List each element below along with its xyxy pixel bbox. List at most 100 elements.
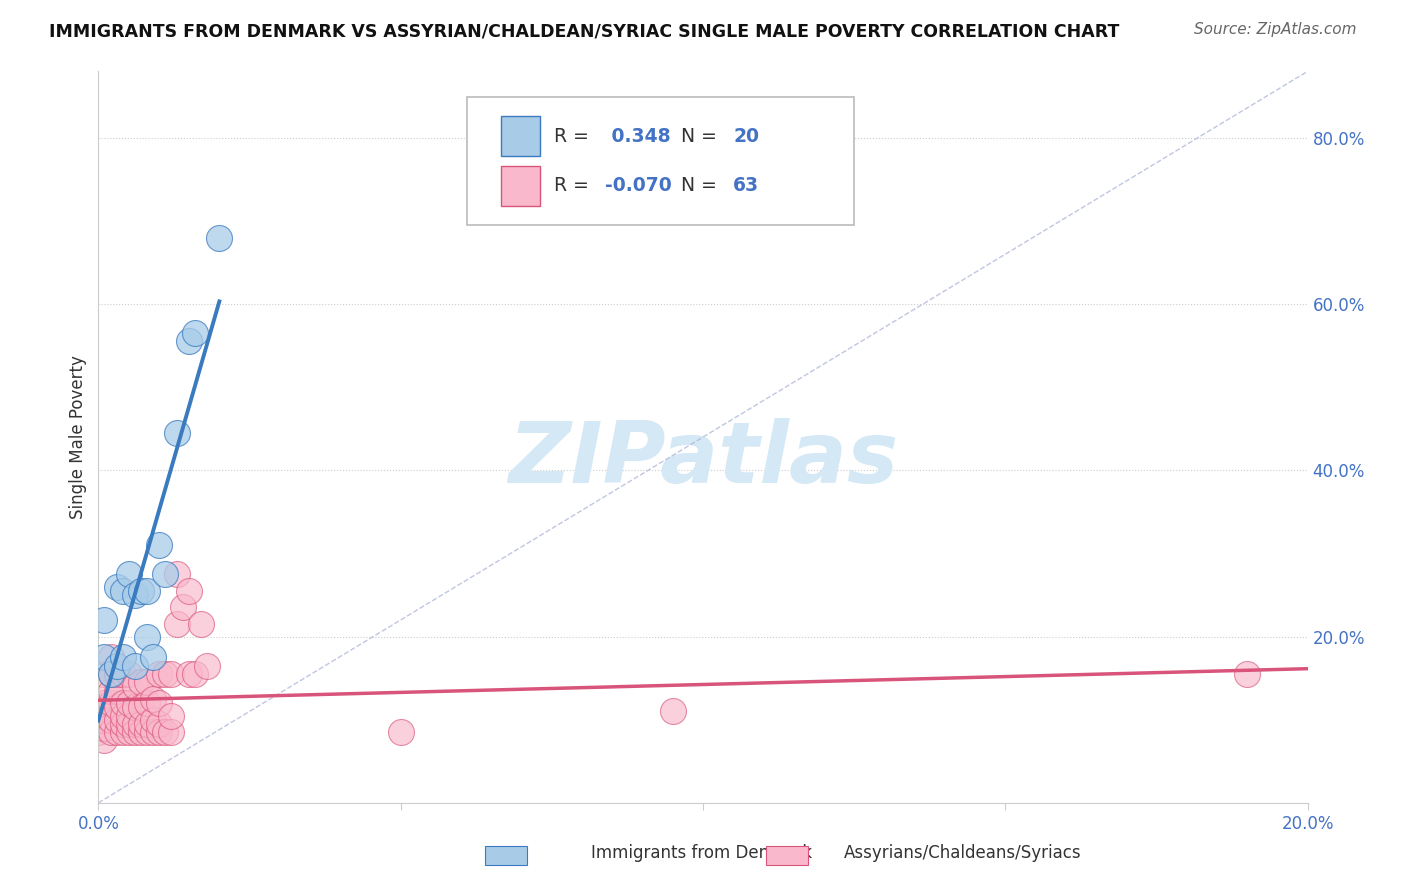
Text: 20: 20 (734, 127, 759, 145)
Point (111, 696, 134, 710)
Point (111, 667, 134, 681)
Point (87, 725, 110, 739)
Point (124, 658, 146, 673)
Text: IMMIGRANTS FROM DENMARK VS ASSYRIAN/CHALDEAN/SYRIAC SINGLE MALE POVERTY CORRELAT: IMMIGRANTS FROM DENMARK VS ASSYRIAN/CHAL… (49, 22, 1119, 40)
Point (105, 667, 128, 681)
Point (172, 600, 194, 615)
FancyBboxPatch shape (501, 166, 540, 206)
Point (1236, 667, 1258, 681)
Point (105, 580, 128, 594)
Point (105, 725, 128, 739)
Point (124, 716, 146, 731)
Point (100, 667, 122, 681)
Text: Source: ZipAtlas.com: Source: ZipAtlas.com (1194, 22, 1357, 37)
Point (93, 667, 115, 681)
Point (111, 725, 134, 739)
Point (184, 326, 207, 341)
Point (111, 716, 134, 731)
Point (93, 613, 115, 627)
Point (148, 716, 170, 731)
Point (179, 583, 201, 598)
Point (100, 696, 122, 710)
Point (148, 538, 170, 552)
Point (111, 650, 134, 665)
Point (93, 696, 115, 710)
Point (124, 700, 146, 714)
Point (118, 725, 141, 739)
Text: ZIPatlas: ZIPatlas (508, 417, 898, 500)
Point (208, 230, 231, 244)
FancyBboxPatch shape (501, 116, 540, 156)
Point (118, 567, 141, 582)
Text: N =: N = (682, 127, 723, 145)
Point (142, 713, 165, 727)
Point (166, 617, 188, 632)
Text: N =: N = (682, 177, 723, 195)
Point (179, 667, 201, 681)
Point (160, 667, 183, 681)
Point (124, 680, 146, 694)
Text: Assyrians/Chaldeans/Syriacs: Assyrians/Chaldeans/Syriacs (844, 844, 1081, 862)
Point (166, 567, 188, 582)
Point (129, 583, 152, 598)
Point (389, 725, 412, 739)
Point (93, 733, 115, 747)
Point (135, 696, 157, 710)
Point (160, 725, 183, 739)
Point (135, 725, 157, 739)
Point (166, 425, 188, 440)
Point (124, 725, 146, 739)
Point (129, 700, 152, 714)
Point (153, 567, 176, 582)
Point (129, 675, 152, 690)
Point (87, 700, 110, 714)
Point (105, 658, 128, 673)
Point (93, 713, 115, 727)
Text: R =: R = (554, 127, 595, 145)
Point (100, 683, 122, 698)
Point (195, 658, 218, 673)
Point (129, 716, 152, 731)
Point (118, 708, 141, 723)
Text: 63: 63 (734, 177, 759, 195)
Point (105, 713, 128, 727)
Point (179, 334, 201, 349)
Point (184, 667, 207, 681)
Point (142, 725, 165, 739)
FancyBboxPatch shape (467, 97, 855, 225)
Text: -0.070: -0.070 (605, 177, 672, 195)
Point (142, 650, 165, 665)
Point (118, 667, 141, 681)
Point (142, 692, 165, 706)
Point (129, 725, 152, 739)
Text: R =: R = (554, 177, 595, 195)
Point (118, 696, 141, 710)
Point (148, 725, 170, 739)
Point (135, 630, 157, 644)
Point (111, 583, 134, 598)
Point (93, 650, 115, 665)
Point (135, 716, 157, 731)
Text: 0.348: 0.348 (605, 127, 671, 145)
Point (111, 708, 134, 723)
Point (100, 725, 122, 739)
Point (148, 667, 170, 681)
Point (190, 617, 212, 632)
Point (135, 675, 157, 690)
Point (105, 700, 128, 714)
Point (135, 583, 157, 598)
Point (100, 650, 122, 665)
Point (148, 696, 170, 710)
Point (124, 588, 146, 602)
Y-axis label: Single Male Poverty: Single Male Poverty (69, 355, 87, 519)
Point (100, 713, 122, 727)
Text: Immigrants from Denmark: Immigrants from Denmark (591, 844, 811, 862)
Point (118, 716, 141, 731)
Point (160, 708, 183, 723)
Point (153, 725, 176, 739)
Point (93, 721, 115, 735)
Point (661, 705, 683, 719)
Point (105, 683, 128, 698)
Point (153, 667, 176, 681)
Point (100, 667, 122, 681)
